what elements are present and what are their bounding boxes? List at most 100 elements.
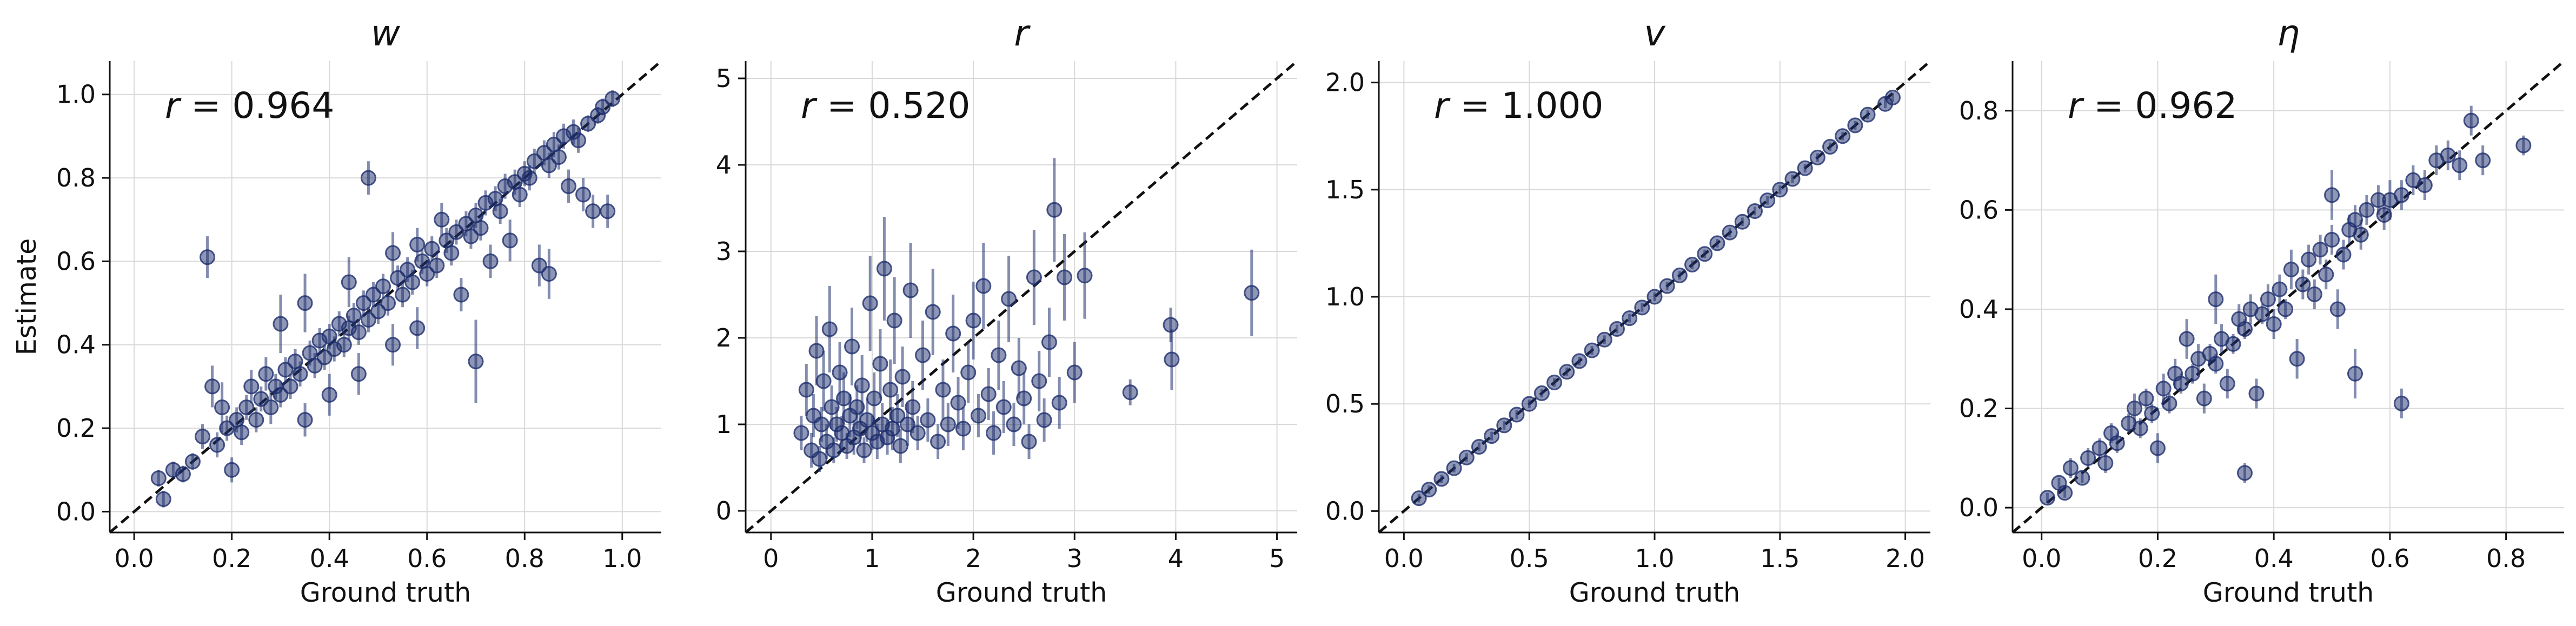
scatter-points xyxy=(150,90,621,508)
data-point xyxy=(854,377,870,394)
data-point xyxy=(2393,187,2409,203)
x-tick-label: 0.2 xyxy=(2138,544,2177,573)
data-point xyxy=(155,491,171,507)
data-point xyxy=(1051,395,1067,411)
data-point xyxy=(2225,336,2241,352)
data-point xyxy=(798,382,814,398)
data-point xyxy=(813,416,829,432)
data-point xyxy=(360,311,376,328)
data-point xyxy=(1066,364,1083,381)
data-point xyxy=(1571,353,1588,369)
x-tick-label: 0.5 xyxy=(1510,544,1549,573)
data-point xyxy=(1772,182,1788,198)
data-point xyxy=(390,270,406,286)
data-point xyxy=(234,424,250,441)
data-point xyxy=(219,420,235,436)
x-tick-label: 1.5 xyxy=(1760,544,1800,573)
data-point xyxy=(263,399,279,415)
x-axis-label: Ground truth xyxy=(1569,577,1741,608)
data-point xyxy=(886,312,902,329)
data-point xyxy=(512,187,528,203)
data-point xyxy=(541,157,557,174)
data-point xyxy=(175,466,191,482)
data-point xyxy=(1722,224,1738,241)
data-point xyxy=(575,187,592,203)
correlation-value: = 1.000 xyxy=(1449,85,1603,126)
data-point xyxy=(395,287,411,303)
data-point xyxy=(2416,177,2433,193)
y-tick-label: 0.8 xyxy=(1959,96,1999,125)
data-point xyxy=(1031,373,1047,389)
data-point xyxy=(1784,171,1801,187)
identity-line xyxy=(2011,60,2565,534)
x-tick-label: 0.0 xyxy=(2022,544,2061,573)
data-point xyxy=(2260,291,2276,308)
data-point xyxy=(955,421,971,437)
data-point xyxy=(531,257,547,274)
x-tick-label: 4 xyxy=(1168,544,1184,573)
data-point xyxy=(297,295,313,311)
data-point xyxy=(375,278,391,295)
y-tick-label: 0.0 xyxy=(1325,496,1365,525)
y-tick-label: 2 xyxy=(716,323,732,352)
data-point xyxy=(453,287,469,303)
data-point xyxy=(541,266,557,282)
x-axis-label: Ground truth xyxy=(300,577,472,608)
y-tick-label: 3 xyxy=(716,237,732,266)
data-point xyxy=(570,132,587,149)
y-tick-label: 1 xyxy=(716,410,732,439)
data-point xyxy=(821,321,838,337)
data-point xyxy=(980,386,997,402)
data-point xyxy=(2179,331,2195,347)
x-tick-label: 0.6 xyxy=(2370,544,2409,573)
correlation-value: = 0.964 xyxy=(180,85,334,126)
data-point xyxy=(1533,385,1550,401)
data-point xyxy=(2278,301,2294,317)
data-point xyxy=(2301,251,2317,268)
data-point xyxy=(1244,285,1260,301)
data-point xyxy=(2393,395,2409,411)
data-point xyxy=(1697,246,1713,262)
data-point xyxy=(365,287,381,303)
data-point xyxy=(346,308,362,324)
data-point xyxy=(1546,375,1563,391)
data-point xyxy=(429,257,445,274)
data-point xyxy=(492,203,508,219)
x-tick-label: 0.2 xyxy=(212,544,251,573)
data-point xyxy=(380,295,396,311)
y-tick-label: 4 xyxy=(716,150,732,179)
y-tick-label: 0.0 xyxy=(56,497,96,526)
chart-title: η xyxy=(2277,12,2300,54)
data-point xyxy=(905,399,921,415)
data-point xyxy=(1521,396,1537,412)
y-tick-label: 0.8 xyxy=(56,163,96,192)
data-point xyxy=(1734,214,1750,230)
data-point xyxy=(1659,278,1675,294)
data-point xyxy=(849,399,865,415)
data-point xyxy=(595,99,611,115)
data-point xyxy=(2149,440,2166,456)
data-point xyxy=(1446,460,1462,476)
data-point xyxy=(1584,342,1600,358)
data-point xyxy=(248,412,264,428)
data-point xyxy=(292,366,308,382)
data-point xyxy=(585,203,601,219)
x-tick-label: 5 xyxy=(1269,544,1285,573)
x-tick-label: 0.6 xyxy=(407,544,447,573)
chart-panel-1: 0.0 0.2 0.4 0.6 0.8 1.0 0.0 0.2 0.4 0.6 0.8 1.0 Grou… xyxy=(11,12,662,608)
data-point xyxy=(935,382,951,398)
data-point xyxy=(2155,381,2172,397)
data-point xyxy=(950,395,966,411)
chart-panel-4: 0.0 0.2 0.4 0.6 0.8 0.0 0.2 0.4 0.6 0.8 Ground tru… xyxy=(1959,12,2565,608)
x-tick-label: 1.0 xyxy=(1635,544,1674,573)
data-point xyxy=(826,442,842,458)
data-point xyxy=(424,241,440,257)
data-point xyxy=(1835,128,1851,144)
data-point xyxy=(2347,365,2363,382)
data-point xyxy=(1822,139,1838,155)
data-point xyxy=(2208,291,2224,308)
data-point xyxy=(238,399,255,415)
data-point xyxy=(2161,395,2177,411)
y-tick-label: 1.0 xyxy=(56,80,96,109)
y-tick-label: 0.0 xyxy=(1959,493,1999,522)
